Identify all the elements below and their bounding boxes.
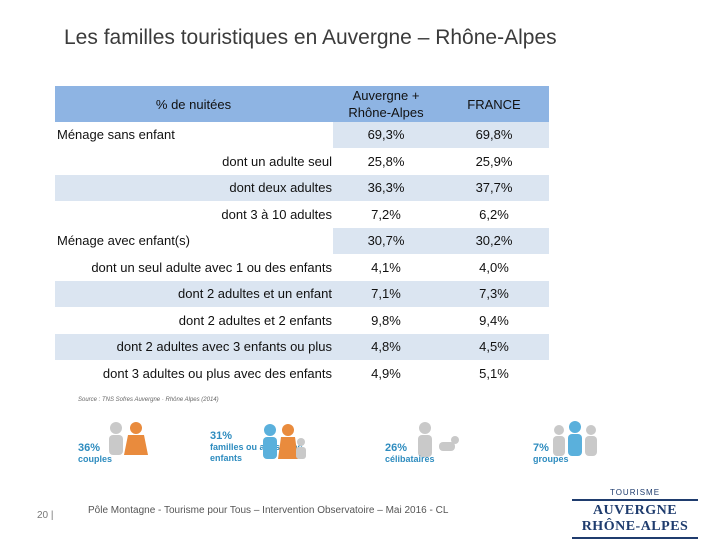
row-label: Ménage sans enfant <box>57 127 175 143</box>
segment-pct: 7% <box>533 442 549 454</box>
single-person-icon <box>418 422 459 457</box>
row-value-france: 25,9% <box>439 147 549 175</box>
row-label: dont 3 adultes ou plus avec des enfants <box>55 359 333 387</box>
row-value-france: 37,7% <box>439 174 549 201</box>
table-row: dont 2 adultes avec 3 enfants ou plus 4,… <box>55 333 549 360</box>
row-label: dont un seul adulte avec 1 ou des enfant… <box>55 253 333 281</box>
segment-pct: 36% <box>78 442 101 454</box>
segment-label: groupes <box>533 454 569 464</box>
row-value-region: 30,7% <box>333 227 439 254</box>
segment-label: familles ou amis avec enfants <box>210 442 303 463</box>
segment-label: couples <box>78 454 113 464</box>
row-value-region: 25,8% <box>333 147 439 175</box>
header-france: FRANCE <box>439 86 549 122</box>
row-value-france: 5,1% <box>439 359 549 387</box>
row-label: dont deux adultes <box>55 174 333 201</box>
table-row: dont deux adultes 36,3% 37,7% <box>55 174 549 201</box>
row-value-france: 30,2% <box>439 227 549 254</box>
segment-families: 31% familles ou amis avec enfants <box>210 424 306 464</box>
page-title: Les familles touristiques en Auvergne – … <box>64 26 557 49</box>
row-value-france: 4,0% <box>439 253 549 281</box>
row-value-france: 4,5% <box>439 333 549 360</box>
logo-top: TOURISME <box>609 488 661 497</box>
header-label: % de nuitées <box>55 86 333 122</box>
nights-table: % de nuitées Auvergne + Rhône-Alpes FRAN… <box>55 86 549 386</box>
page-number: 20 | <box>37 510 54 521</box>
header-region: Auvergne + Rhône-Alpes <box>333 86 439 122</box>
logo-main: AUVERGNE RHÔNE-ALPES <box>572 499 698 539</box>
row-value-region: 4,8% <box>333 333 439 360</box>
row-value-region: 7,1% <box>333 280 439 307</box>
table-row: dont 3 à 10 adultes 7,2% 6,2% <box>55 200 549 228</box>
row-label: dont 2 adultes et 2 enfants <box>55 306 333 334</box>
row-value-france: 9,4% <box>439 306 549 334</box>
segment-label: célibataires <box>385 454 435 464</box>
table-row: Ménage sans enfant 69,3% 69,8% <box>55 122 549 148</box>
group-icon <box>553 421 597 456</box>
row-label: dont un adulte seul <box>55 147 333 175</box>
row-label: dont 2 adultes avec 3 enfants ou plus <box>55 333 333 360</box>
segment-pct: 31% <box>210 430 233 442</box>
couple-icon <box>109 422 148 455</box>
footer-text: Pôle Montagne - Tourisme pour Tous – Int… <box>88 505 449 516</box>
row-value-region: 69,3% <box>333 122 439 148</box>
row-label: dont 2 adultes et un enfant <box>55 280 333 307</box>
table-row: dont un seul adulte avec 1 ou des enfant… <box>55 253 549 281</box>
row-label: Ménage avec enfant(s) <box>55 227 333 254</box>
row-label: dont 3 à 10 adultes <box>55 200 333 228</box>
row-value-region: 7,2% <box>333 200 439 228</box>
brand-logo: TOURISME AUVERGNE RHÔNE-ALPES <box>572 488 698 539</box>
row-value-region: 4,1% <box>333 253 439 281</box>
segment-pct: 26% <box>385 442 408 454</box>
family-icon <box>263 424 306 459</box>
table-row: dont 2 adultes et un enfant 7,1% 7,3% <box>55 280 549 307</box>
table-row: dont 3 adultes ou plus avec des enfants … <box>55 359 549 387</box>
row-value-region: 4,9% <box>333 359 439 387</box>
row-value-france: 7,3% <box>439 280 549 307</box>
table-row: Ménage avec enfant(s) 30,7% 30,2% <box>55 227 549 254</box>
table-row: dont 2 adultes et 2 enfants 9,8% 9,4% <box>55 306 549 334</box>
row-value-france: 6,2% <box>439 200 549 228</box>
row-value-france: 69,8% <box>439 122 549 148</box>
table-row: dont un adulte seul 25,8% 25,9% <box>55 147 549 175</box>
row-value-region: 9,8% <box>333 306 439 334</box>
row-value-region: 36,3% <box>333 174 439 201</box>
source-note: Source : TNS Sofres Auvergne · Rhône Alp… <box>78 397 219 403</box>
table-header-row: % de nuitées Auvergne + Rhône-Alpes FRAN… <box>55 86 549 122</box>
